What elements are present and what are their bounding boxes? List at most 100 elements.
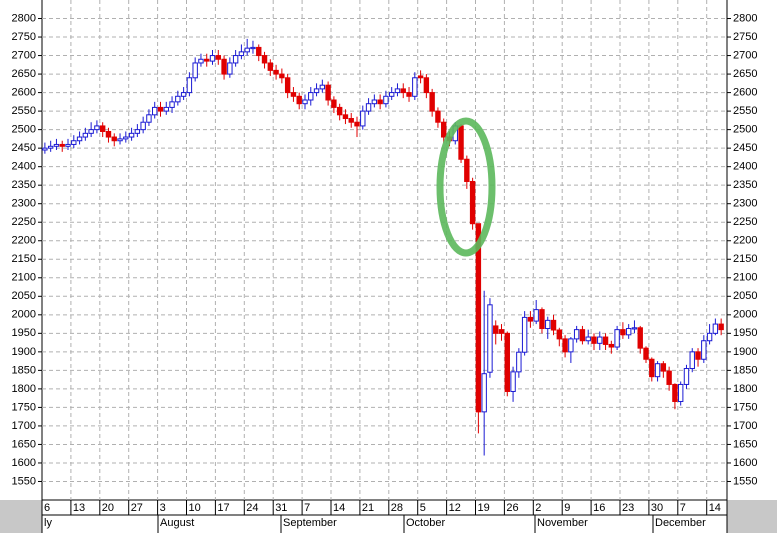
candle-body [706, 332, 713, 342]
y2-tick-label: 2450 [733, 142, 757, 154]
candle-body [510, 371, 516, 392]
candle-body [388, 92, 395, 97]
month-label: September [283, 517, 337, 529]
month-label: December [655, 517, 706, 529]
candle-body [469, 180, 476, 225]
candle-body [435, 110, 441, 123]
candle-body [244, 47, 250, 53]
candle-body [82, 132, 89, 138]
candle-body [464, 158, 470, 182]
y2-tick-label: 1700 [733, 420, 757, 432]
candle-body [417, 75, 424, 79]
candle-body [319, 84, 326, 90]
candle-body [672, 383, 678, 402]
candle-body [360, 110, 366, 127]
y-tick-label: 2350 [12, 179, 36, 191]
x-tick-label: 30 [651, 502, 663, 514]
candle-body [284, 77, 291, 94]
candle-body [637, 327, 643, 349]
candle-body [342, 114, 349, 120]
candle-body [261, 55, 268, 64]
y2-tick-label: 1600 [733, 457, 757, 469]
candle-body [545, 319, 551, 330]
x-tick-label: 9 [564, 502, 570, 514]
candle-body [192, 62, 198, 79]
candle-body [377, 99, 383, 105]
x-tick-label: 7 [304, 502, 310, 514]
candle-body [209, 55, 216, 62]
candle-body [602, 336, 609, 345]
y2-tick-label: 2500 [733, 124, 757, 136]
y-tick-label: 2000 [12, 309, 36, 321]
candle-body [493, 325, 499, 334]
y-tick-label: 2450 [12, 142, 36, 154]
candle-body [475, 223, 482, 413]
candle-body [152, 106, 158, 116]
x-tick-label: 31 [275, 502, 287, 514]
y-tick-label: 2800 [12, 12, 36, 24]
y2-tick-label: 2600 [733, 86, 757, 98]
candle-body [302, 99, 308, 105]
candle-body [134, 129, 141, 134]
candle-body [117, 138, 123, 142]
candle-body [59, 143, 65, 147]
candle-body [568, 338, 574, 353]
candle-body [325, 84, 331, 101]
candle-body [336, 106, 343, 116]
x-tick-label: 17 [217, 502, 229, 514]
y-tick-label: 1900 [12, 346, 36, 358]
month-label: ly [44, 517, 52, 529]
x-tick-label: 14 [333, 502, 345, 514]
candle-body [215, 55, 221, 60]
candle-body [441, 121, 447, 138]
y2-tick-label: 1650 [733, 438, 757, 450]
y-tick-label: 1850 [12, 364, 36, 376]
candle-body [533, 309, 539, 322]
candle-body [296, 95, 302, 105]
y-tick-label: 2200 [12, 235, 36, 247]
candle-body [458, 125, 464, 160]
candle-body [597, 336, 603, 344]
candle-body [521, 316, 528, 353]
y2-tick-label: 1800 [733, 383, 757, 395]
x-tick-label: 7 [680, 502, 686, 514]
candle-body [128, 132, 135, 138]
y-tick-label: 2650 [12, 68, 36, 80]
month-label: August [160, 517, 194, 529]
y2-tick-label: 2400 [733, 161, 757, 173]
candle-body [65, 143, 71, 147]
y-tick-label: 1800 [12, 383, 36, 395]
y2-tick-label: 1900 [733, 346, 757, 358]
candle-body [111, 136, 117, 142]
x-tick-label: 28 [391, 502, 403, 514]
candle-body [99, 125, 106, 132]
x-tick-label: 20 [102, 502, 114, 514]
x-tick-label: 3 [160, 502, 166, 514]
candle-body [423, 77, 430, 94]
plot: 1550 1550 1600 1600 1650 1650 1700 1700 1750 1750… [12, 0, 757, 533]
y-tick-label: 1650 [12, 438, 36, 450]
candle-body [186, 77, 193, 94]
candle-body [649, 358, 655, 378]
candle-body [550, 319, 557, 331]
y2-tick-label: 1750 [733, 401, 757, 413]
candle-body [660, 363, 667, 372]
y2-tick-label: 2250 [733, 216, 757, 228]
candle-body [654, 363, 661, 378]
y2-tick-label: 2200 [733, 235, 757, 247]
candle-body [573, 329, 580, 340]
candle-body [712, 323, 719, 334]
candle-body [562, 338, 568, 353]
candle-body [47, 145, 54, 149]
candle-body [105, 130, 112, 138]
y2-tick-label: 2700 [733, 49, 757, 61]
month-label: October [406, 517, 445, 529]
y-tick-label: 1700 [12, 420, 36, 432]
y-tick-label: 1550 [12, 475, 36, 487]
candle-body [227, 62, 233, 75]
y-tick-label: 2550 [12, 105, 36, 117]
candle-body [504, 332, 510, 392]
candle-body [695, 351, 701, 360]
x-tick-label: 6 [44, 502, 50, 514]
